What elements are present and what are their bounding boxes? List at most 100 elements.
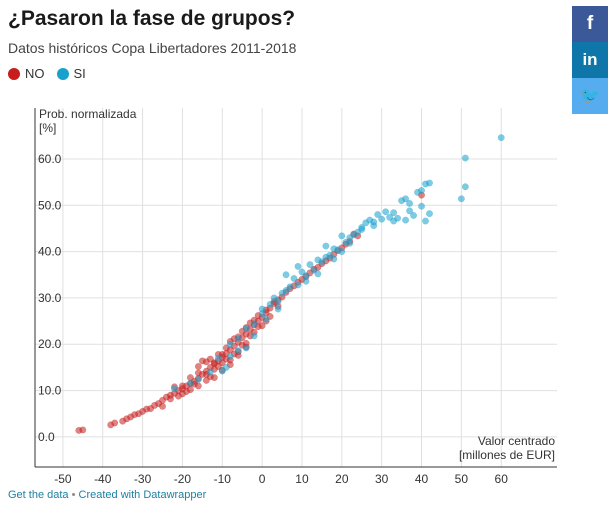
data-point-si bbox=[282, 287, 290, 294]
y-tick-label: 60.0 bbox=[38, 152, 62, 166]
data-point-si bbox=[322, 253, 330, 261]
data-point-si bbox=[274, 305, 282, 313]
facebook-icon: f bbox=[586, 13, 594, 34]
data-point-si bbox=[338, 232, 346, 240]
legend-swatch-no bbox=[8, 67, 20, 80]
facebook-share-button[interactable]: f bbox=[572, 6, 608, 42]
data-point-no bbox=[182, 388, 190, 395]
data-point-si bbox=[390, 217, 398, 225]
data-point-si bbox=[250, 332, 258, 340]
data-point-no bbox=[202, 358, 210, 366]
data-point-si bbox=[402, 195, 410, 203]
data-point-no bbox=[167, 395, 174, 403]
y-tick-label: 40.0 bbox=[38, 245, 62, 259]
data-point-si bbox=[497, 134, 505, 142]
x-tick-label: 60 bbox=[495, 472, 509, 485]
scatter-chart: -50 -40 -30 -20 -10 0 10 20 30 40 50 60 0.0 10.0 20.0 3… bbox=[34, 107, 557, 485]
data-point-si bbox=[426, 210, 433, 218]
x-tick-label: -10 bbox=[214, 472, 232, 485]
data-point-si bbox=[194, 376, 202, 383]
data-point-si bbox=[406, 199, 414, 207]
data-point-si bbox=[306, 261, 314, 269]
data-point-si bbox=[226, 352, 234, 360]
x-tick-label: 10 bbox=[295, 472, 309, 485]
chart-title: ¿Pasaron la fase de grupos? bbox=[8, 7, 296, 30]
data-point-no bbox=[194, 363, 202, 370]
data-point-no bbox=[178, 382, 186, 390]
data-point-si bbox=[457, 195, 465, 203]
data-point-si bbox=[382, 208, 390, 216]
legend-item-no: NO bbox=[8, 66, 45, 81]
data-point-si bbox=[378, 215, 386, 223]
data-point-si bbox=[390, 209, 398, 217]
data-point-si bbox=[206, 368, 214, 376]
axis-labels: -50 -40 -30 -20 -10 0 10 20 30 40 50 60 0.0 10.0 20.0 3… bbox=[38, 107, 555, 485]
data-point-si bbox=[418, 187, 425, 194]
data-point-si bbox=[214, 354, 222, 362]
data-point-si bbox=[218, 367, 226, 375]
data-point-si bbox=[410, 212, 417, 219]
chart-subtitle: Datos históricos Copa Libertadores 2011-… bbox=[8, 40, 297, 56]
data-point-si bbox=[374, 211, 382, 218]
data-point-si bbox=[358, 224, 366, 231]
x-tick-label: 0 bbox=[259, 472, 266, 485]
data-point-no bbox=[175, 392, 182, 400]
data-points bbox=[75, 134, 505, 434]
linkedin-share-button[interactable]: in bbox=[572, 42, 608, 78]
x-tick-label: -40 bbox=[94, 472, 112, 485]
data-point-si bbox=[274, 298, 282, 306]
data-point-si bbox=[338, 248, 346, 256]
x-tick-label: 20 bbox=[335, 472, 349, 485]
data-point-si bbox=[294, 262, 302, 270]
data-point-si bbox=[266, 300, 274, 308]
y-tick-label: 20.0 bbox=[38, 337, 62, 351]
y-axis-title: Prob. normalizada bbox=[39, 107, 137, 121]
data-point-si bbox=[426, 179, 433, 187]
legend-item-si: SI bbox=[56, 66, 86, 81]
y-tick-label: 0.0 bbox=[38, 430, 55, 444]
get-data-link[interactable]: Get the data bbox=[8, 489, 69, 501]
data-point-no bbox=[194, 369, 202, 377]
data-point-si bbox=[226, 340, 234, 348]
data-point-si bbox=[282, 271, 290, 279]
data-point-si bbox=[322, 242, 330, 250]
data-point-si bbox=[250, 320, 258, 328]
data-point-si bbox=[171, 385, 178, 393]
y-tick-label: 50.0 bbox=[38, 198, 62, 212]
linkedin-icon: in bbox=[582, 50, 598, 69]
x-tick-label: 40 bbox=[415, 472, 429, 485]
data-point-si bbox=[262, 315, 270, 323]
grid bbox=[35, 108, 557, 467]
data-point-si bbox=[461, 183, 469, 191]
footer-separator: • bbox=[71, 489, 76, 501]
data-point-si bbox=[314, 270, 322, 278]
data-point-si bbox=[294, 281, 302, 289]
data-point-si bbox=[418, 202, 425, 210]
data-point-si bbox=[302, 272, 310, 280]
y-tick-label: 30.0 bbox=[38, 291, 62, 305]
data-point-si bbox=[234, 347, 242, 355]
data-point-si bbox=[290, 275, 298, 282]
x-tick-label: 30 bbox=[375, 472, 389, 485]
y-axis-title: [%] bbox=[39, 121, 56, 135]
share-bar: f in 🐦 bbox=[572, 6, 608, 114]
y-tick-label: 10.0 bbox=[38, 384, 62, 398]
x-axis-title: [millones de EUR] bbox=[459, 448, 555, 462]
data-point-no bbox=[79, 426, 87, 434]
data-point-si bbox=[258, 305, 266, 313]
x-tick-label: -50 bbox=[54, 472, 72, 485]
x-tick-label: -30 bbox=[134, 472, 152, 485]
x-axis-title: Valor centrado bbox=[478, 434, 555, 448]
created-with-link[interactable]: Created with Datawrapper bbox=[78, 489, 207, 501]
data-point-si bbox=[406, 207, 414, 215]
axes bbox=[34, 108, 557, 468]
data-point-si bbox=[330, 255, 338, 263]
data-point-no bbox=[159, 402, 166, 410]
data-point-si bbox=[461, 154, 469, 162]
data-point-si bbox=[318, 258, 326, 266]
legend: NO SI bbox=[8, 66, 98, 81]
data-point-no bbox=[194, 382, 202, 390]
data-point-si bbox=[370, 222, 378, 230]
twitter-share-button[interactable]: 🐦 bbox=[572, 78, 608, 114]
data-point-si bbox=[422, 217, 429, 225]
